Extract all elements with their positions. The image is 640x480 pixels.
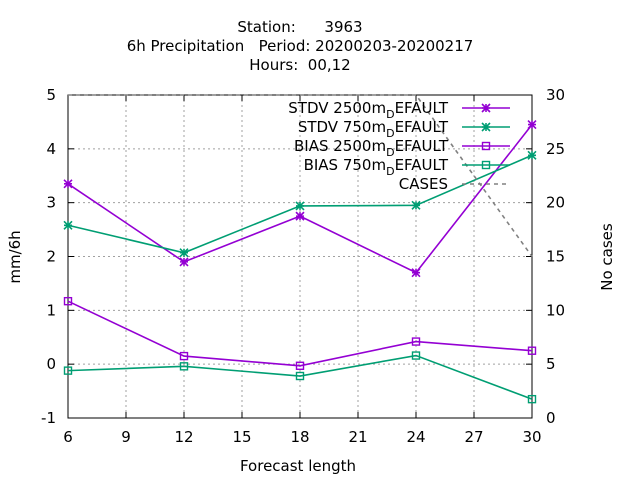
data-point-star — [63, 179, 73, 189]
data-point-star — [481, 103, 491, 113]
y2-axis-ticks: 0 5 10 15 20 25 30 — [526, 86, 565, 427]
data-point-square — [63, 366, 73, 375]
y2-tick-label: 30 — [546, 86, 565, 104]
y-tick-label: 5 — [46, 86, 56, 104]
x-tick-label: 21 — [348, 428, 367, 446]
y2-tick-label: 0 — [546, 409, 556, 427]
data-point-square — [411, 337, 421, 346]
y-tick-label: 1 — [46, 301, 56, 319]
data-point-square — [295, 361, 305, 370]
x-tick-label: 24 — [406, 428, 425, 446]
series-line — [67, 354, 533, 400]
y-tick-label: 2 — [46, 248, 56, 266]
y2-tick-label: 5 — [546, 355, 556, 373]
y2-tick-label: 15 — [546, 248, 565, 266]
x-tick-label: 18 — [290, 428, 309, 446]
series-3 — [63, 296, 537, 370]
title-line-1: Station: 3963 — [237, 18, 362, 36]
legend-item: STDV 750mDEFAULT — [298, 118, 510, 140]
data-point-star — [527, 150, 537, 160]
data-point-square — [481, 160, 491, 170]
legend-item: BIAS 2500mDEFAULT — [294, 137, 510, 159]
y2-axis-label: No cases — [598, 223, 616, 291]
series-line — [67, 300, 533, 367]
y-axis-label: mm/6h — [6, 230, 24, 283]
series-4 — [63, 351, 537, 404]
title-line-2: 6h Precipitation Period: 20200203-202002… — [127, 37, 474, 55]
series — [63, 94, 537, 404]
data-point-star — [295, 201, 305, 211]
data-point-square — [295, 371, 305, 381]
x-tick-label: 30 — [522, 428, 541, 446]
y2-tick-label: 10 — [546, 301, 565, 319]
series-1 — [63, 120, 537, 278]
legend-label: STDV 750mDEFAULT — [298, 118, 449, 140]
data-point-star — [63, 220, 73, 230]
y2-tick-label: 20 — [546, 194, 565, 212]
data-point-square — [411, 351, 421, 360]
y-tick-label: 3 — [46, 194, 56, 212]
x-axis-ticks: 6 9 12 15 18 21 24 27 30 — [63, 95, 542, 446]
legend-label: STDV 2500mDEFAULT — [288, 99, 449, 121]
data-point-star — [179, 248, 189, 258]
y-axis-ticks: -1 0 1 2 3 4 5 — [41, 86, 74, 427]
data-point-square — [63, 296, 73, 306]
title-line-3: Hours: 00,12 — [249, 56, 350, 74]
y-tick-label: 0 — [46, 355, 56, 373]
data-point-star — [411, 200, 421, 210]
data-point-star — [411, 268, 421, 278]
x-tick-label: 9 — [121, 428, 131, 446]
data-point-square — [527, 346, 537, 355]
data-point-square — [179, 351, 189, 361]
data-point-star — [295, 211, 305, 221]
series-5 — [68, 94, 533, 257]
x-tick-label: 6 — [63, 428, 73, 446]
x-axis-label: Forecast length — [240, 457, 356, 475]
data-point-square — [527, 394, 537, 404]
legend-item: STDV 2500mDEFAULT — [288, 99, 510, 121]
legend-label: BIAS 750mDEFAULT — [304, 156, 449, 178]
series-2 — [63, 150, 537, 258]
x-tick-label: 12 — [174, 428, 193, 446]
data-point-star — [179, 257, 189, 267]
data-point-star — [481, 122, 491, 132]
data-point-square — [179, 362, 189, 371]
legend-item: BIAS 750mDEFAULT — [304, 156, 510, 178]
y2-tick-label: 25 — [546, 140, 565, 158]
x-tick-label: 15 — [232, 428, 251, 446]
legend-item: CASES — [399, 175, 510, 193]
data-point-square — [481, 141, 491, 151]
y-tick-label: -1 — [41, 409, 56, 427]
x-tick-label: 27 — [464, 428, 483, 446]
legend-label: CASES — [399, 175, 448, 193]
legend-label: BIAS 2500mDEFAULT — [294, 137, 449, 159]
series-line — [68, 94, 533, 257]
data-point-star — [527, 120, 537, 130]
y-tick-label: 4 — [46, 140, 56, 158]
